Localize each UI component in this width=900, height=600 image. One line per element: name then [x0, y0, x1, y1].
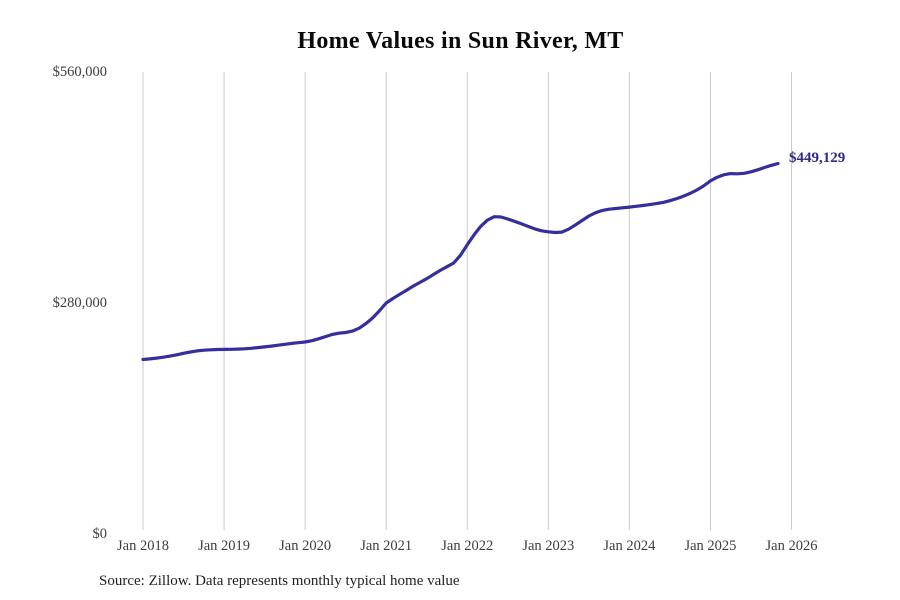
x-axis-tick-label: Jan 2018: [117, 538, 169, 554]
x-axis-tick-label: Jan 2025: [684, 538, 737, 554]
y-axis-tick-label: $560,000: [52, 64, 107, 80]
chart-title: Home Values in Sun River, MT: [297, 28, 624, 54]
x-axis-tick-label: Jan 2023: [522, 538, 575, 554]
y-axis-tick-label: $280,000: [52, 295, 107, 311]
source-note: Source: Zillow. Data represents monthly …: [99, 573, 460, 589]
current-value-label: $449,129: [789, 150, 846, 167]
x-axis-tick-label: Jan 2019: [198, 538, 251, 554]
x-axis-tick-label: Jan 2024: [603, 538, 656, 554]
x-axis-tick-label: Jan 2026: [765, 538, 818, 554]
x-axis-tick-label: Jan 2021: [360, 538, 413, 554]
x-axis-tick-label: Jan 2020: [279, 538, 332, 554]
y-axis-tick-label: $0: [92, 526, 108, 542]
value-line: [141, 161, 780, 362]
x-axis-tick-label: Jan 2022: [441, 538, 494, 554]
